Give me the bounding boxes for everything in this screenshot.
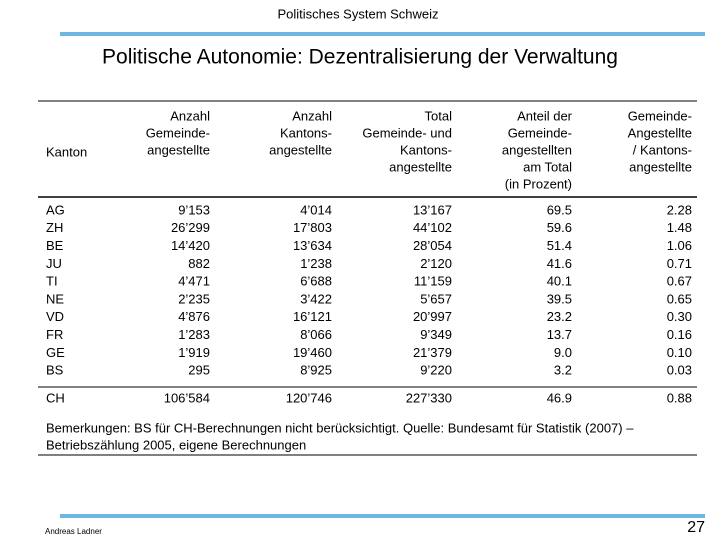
- table-cell: 0.16: [667, 327, 692, 342]
- table-cell: 4’471: [178, 274, 210, 289]
- table-cell: 295: [188, 363, 210, 378]
- total-cell: 227’330: [406, 390, 452, 405]
- column-header: am Total: [523, 159, 572, 174]
- table-cell: JU: [46, 256, 62, 271]
- table-cell: 1.06: [667, 238, 692, 253]
- table-cell: 13’634: [293, 238, 332, 253]
- table-cell: 14’420: [171, 238, 210, 253]
- table-cell: VD: [46, 309, 64, 324]
- table-cell: 3’422: [300, 291, 332, 306]
- table-cell: 1’238: [300, 256, 332, 271]
- table-cell: 3.2: [554, 363, 572, 378]
- table-cell: 51.4: [547, 238, 572, 253]
- table-cell: 0.67: [667, 274, 692, 289]
- table-cell: 1’283: [178, 327, 210, 342]
- column-header: (in Prozent): [505, 176, 572, 191]
- table-cell: 0.03: [667, 363, 692, 378]
- column-header: Total: [425, 108, 453, 123]
- table-cell: 44’102: [413, 220, 452, 235]
- column-header: Kanton: [46, 144, 87, 159]
- table-cell: 9’153: [178, 202, 210, 217]
- table-cell: AG: [46, 202, 65, 217]
- table-cell: FR: [46, 327, 63, 342]
- table-cell: NE: [46, 291, 64, 306]
- column-header: angestellten: [502, 142, 572, 157]
- total-cell: 0.88: [667, 390, 692, 405]
- table-cell: GE: [46, 345, 65, 360]
- table-cell: 4’876: [178, 309, 210, 324]
- column-header: angestellte: [269, 142, 332, 157]
- table-cell: 19’460: [293, 345, 332, 360]
- table-cell: 13’167: [413, 202, 452, 217]
- table-cell: 5’657: [420, 291, 452, 306]
- table-cell: 17’803: [293, 220, 332, 235]
- page-number: 27: [687, 519, 705, 536]
- table-cell: 1.48: [667, 220, 692, 235]
- column-header: Gemeinde-: [508, 125, 572, 140]
- table-cell: 11’159: [414, 274, 452, 289]
- remark-line: Bemerkungen: BS für CH-Berechnungen nich…: [46, 420, 634, 435]
- slide-title: Politische Autonomie: Dezentralisierung …: [102, 46, 618, 69]
- column-header: angestellte: [147, 142, 210, 157]
- table-cell: 0.10: [667, 345, 692, 360]
- table-cell: 28’054: [413, 238, 452, 253]
- table-cell: 2’235: [178, 291, 210, 306]
- total-cell: 46.9: [547, 390, 572, 405]
- table-cell: 6’688: [300, 274, 332, 289]
- table-cell: 26’299: [171, 220, 210, 235]
- column-header: Anzahl: [292, 108, 332, 123]
- table-cell: BE: [46, 238, 64, 253]
- table-cell: 16’121: [293, 309, 332, 324]
- column-header: Anzahl: [170, 108, 210, 123]
- table-cell: TI: [46, 274, 58, 289]
- table-cell: 0.65: [667, 291, 692, 306]
- remark-line: Betriebszählung 2005, eigene Berechnunge…: [46, 437, 306, 452]
- table-cell: 21’379: [413, 345, 452, 360]
- table-cell: 69.5: [547, 202, 572, 217]
- slide-header: Politisches System Schweiz: [277, 6, 438, 21]
- column-header: Anteil der: [517, 108, 573, 123]
- footer-rule: [60, 514, 705, 518]
- table-cell: 13.7: [547, 327, 572, 342]
- table-cell: 9’349: [420, 327, 452, 342]
- column-header: Kantons-: [280, 125, 332, 140]
- column-header: Gemeinde-: [146, 125, 210, 140]
- column-header: Kantons-: [400, 142, 452, 157]
- total-cell: CH: [46, 390, 65, 405]
- column-header: Angestellte: [628, 125, 692, 140]
- table-cell: 4’014: [300, 202, 332, 217]
- table-cell: 2.28: [667, 202, 692, 217]
- table-cell: 41.6: [547, 256, 572, 271]
- table-cell: 8’925: [300, 363, 332, 378]
- table-cell: 2’120: [420, 256, 452, 271]
- total-cell: 120’746: [286, 390, 332, 405]
- table-cell: 20’997: [413, 309, 452, 324]
- column-header: / Kantons-: [633, 142, 692, 157]
- column-header: angestellte: [629, 159, 692, 174]
- table-cell: 8’066: [300, 327, 332, 342]
- table-cell: 23.2: [547, 309, 572, 324]
- column-header: Gemeinde-: [628, 108, 692, 123]
- table-cell: 59.6: [547, 220, 572, 235]
- footer-author: Andreas Ladner: [45, 527, 102, 536]
- table-cell: 0.71: [667, 256, 692, 271]
- table-cell: 9.0: [554, 345, 572, 360]
- table-cell: 1’919: [178, 345, 210, 360]
- table-cell: 39.5: [547, 291, 572, 306]
- table-cell: 0.30: [667, 309, 692, 324]
- table-cell: 40.1: [547, 274, 572, 289]
- column-header: angestellte: [389, 159, 452, 174]
- table-cell: 9’220: [420, 363, 452, 378]
- table-cell: 882: [188, 256, 210, 271]
- column-header: Gemeinde- und: [362, 125, 452, 140]
- table-cell: ZH: [46, 220, 63, 235]
- header-rule: [60, 32, 705, 36]
- table-cell: BS: [46, 363, 64, 378]
- total-cell: 106’584: [164, 390, 210, 405]
